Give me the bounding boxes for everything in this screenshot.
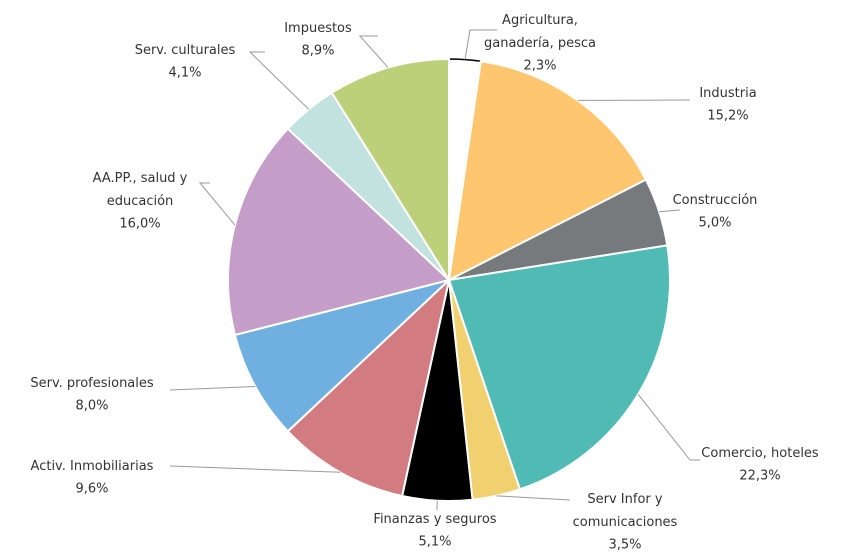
leader-line: [637, 393, 700, 461]
category-label: Impuestos: [284, 21, 352, 36]
pie-slice: [286, 277, 451, 498]
value-label: 4,1%: [168, 66, 201, 81]
pie-slice: [447, 60, 648, 282]
pie-slice: [447, 244, 671, 491]
value-label: 22,3%: [739, 469, 780, 484]
value-label: 2,3%: [523, 59, 556, 74]
category-label: Serv Infor y comunicaciones: [573, 492, 678, 530]
category-label: Construcción: [673, 193, 758, 208]
category-label: AA.PP., salud y educación: [93, 171, 188, 209]
category-label: Activ. Inmobiliarias: [31, 459, 154, 474]
value-label: 5,1%: [418, 535, 451, 550]
leader-line: [198, 182, 236, 226]
value-label: 3,5%: [608, 538, 641, 552]
category-label: Agricultura, ganadería, pesca: [484, 13, 596, 51]
category-label: Serv. profesionales: [30, 376, 154, 391]
category-label: Comercio, hoteles: [701, 446, 819, 461]
pie-slice: [330, 57, 450, 284]
leader-line: [358, 35, 389, 68]
value-label: 9,6%: [75, 482, 108, 497]
value-label: 8,0%: [75, 399, 108, 414]
category-label: Industria: [699, 86, 756, 101]
leader-line: [248, 51, 310, 110]
leader-line: [169, 465, 341, 473]
leader-line: [464, 29, 497, 60]
category-label: Finanzas y seguros: [373, 512, 496, 527]
category-label: Serv. culturales: [135, 43, 236, 58]
value-label: 8,9%: [301, 44, 334, 59]
leader-line: [496, 495, 571, 501]
value-label: 15,2%: [707, 109, 748, 124]
value-label: 5,0%: [698, 216, 731, 231]
leader-line: [659, 209, 681, 213]
value-label: 16,0%: [119, 217, 160, 232]
pie-slice: [233, 279, 450, 433]
leader-line: [169, 385, 256, 391]
